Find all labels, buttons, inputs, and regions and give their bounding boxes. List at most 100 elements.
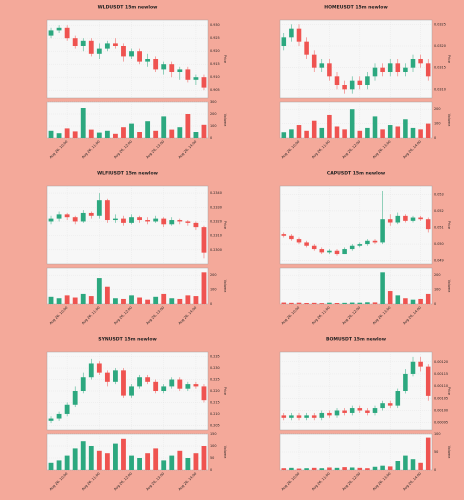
volume-bar: [72, 297, 78, 304]
volume-bar: [169, 129, 175, 138]
volume-bar: [365, 302, 370, 304]
x-tick-label: Aug 26, 12:00: [341, 140, 361, 160]
volume-bar: [311, 302, 317, 304]
candle-body: [129, 217, 134, 223]
volume-bar: [289, 467, 294, 470]
volume-bar: [387, 466, 393, 470]
volume-bar: [161, 293, 167, 304]
volume-tick-label: 100: [434, 122, 440, 126]
candle-body: [365, 76, 370, 85]
volume-bar: [113, 443, 118, 470]
volume-bar: [48, 296, 54, 304]
volume-bar: [296, 468, 302, 470]
candle-body: [193, 384, 199, 387]
x-tick-label: Aug 26, 13:00: [372, 140, 392, 160]
volume-bar: [104, 453, 110, 470]
candle-body: [342, 249, 347, 255]
volume-bar: [80, 108, 86, 138]
candle-body: [372, 240, 378, 243]
y-tick-label: 0.930: [210, 23, 220, 27]
volume-tick-label: 0: [434, 136, 436, 140]
candle-body: [137, 377, 142, 387]
volume-bar: [304, 302, 309, 304]
candle-body: [296, 415, 302, 418]
volume-bar: [137, 297, 142, 304]
volume-axis-label: Volume: [223, 114, 227, 127]
candle-body: [56, 214, 62, 219]
candle-body: [64, 214, 70, 218]
candle-body: [410, 361, 416, 374]
volume-bar: [418, 129, 423, 138]
y-axis-label: Price: [447, 55, 451, 63]
volume-bar: [201, 272, 207, 304]
candle-body: [372, 67, 378, 77]
candle-body: [281, 415, 287, 418]
candle-body: [161, 386, 167, 391]
volume-bar: [334, 126, 340, 138]
volume-bar: [104, 130, 110, 138]
candle-body: [48, 30, 54, 36]
candle-body: [104, 43, 110, 49]
volume-bar: [289, 129, 294, 138]
candle-body: [281, 37, 287, 46]
volume-bar: [403, 119, 408, 138]
volume-axis-label: Volume: [447, 446, 451, 459]
y-tick-label: 0.00120: [434, 360, 448, 364]
price-panel: [46, 19, 209, 99]
candle-body: [349, 408, 355, 413]
candle-body: [387, 63, 393, 72]
x-tick-label: Aug 26, 10:00: [281, 140, 301, 160]
candle-body: [129, 386, 134, 396]
candle-body: [319, 249, 325, 253]
volume-bar: [349, 109, 355, 138]
candle-body: [153, 59, 159, 70]
candle-body: [289, 235, 294, 240]
x-tick-label: Aug 26, 11:00: [311, 140, 331, 160]
x-tick-label: Aug 26, 10:00: [281, 306, 301, 326]
x-tick-label: Aug 26, 11:00: [81, 472, 101, 492]
volume-bar: [177, 450, 183, 470]
chart-title: SYNUSDT 15m newlow: [98, 337, 157, 343]
x-tick-label: Aug 26, 10:00: [49, 140, 69, 160]
volume-tick-label: 100: [210, 124, 216, 128]
volume-bar: [357, 130, 363, 138]
x-tick-label: Aug 26, 13:00: [372, 472, 392, 492]
volume-bar: [121, 127, 126, 138]
volume-bar: [281, 468, 287, 470]
candle-body: [334, 76, 340, 85]
x-tick-label: Aug 26, 13:00: [145, 472, 165, 492]
x-tick-label: Aug 26, 12:00: [113, 472, 133, 492]
x-tick-label: Aug 26, 10:00: [281, 472, 301, 492]
candle-body: [201, 227, 207, 253]
candle-body: [169, 64, 175, 72]
volume-bar: [380, 465, 385, 470]
volume-bar: [342, 129, 347, 138]
candle-body: [395, 63, 401, 72]
candle-body: [113, 370, 118, 382]
y-tick-label: 0.205: [210, 423, 220, 427]
volume-bar: [334, 467, 340, 470]
volume-bar: [161, 460, 167, 470]
candle-body: [201, 386, 207, 401]
candle-body: [327, 412, 332, 416]
candle-body: [418, 59, 423, 64]
volume-bar: [425, 123, 431, 138]
volume-bar: [311, 467, 317, 470]
volume-bar: [193, 296, 199, 304]
volume-tick-label: 200: [210, 112, 216, 116]
candle-body: [387, 219, 393, 223]
candle-body: [72, 391, 78, 405]
volume-bar: [349, 467, 355, 470]
volume-bar: [64, 455, 70, 470]
candle-body: [113, 218, 118, 221]
candle-body: [296, 239, 302, 243]
x-tick-label: Aug 26, 12:00: [113, 306, 133, 326]
y-tick-label: 0.230: [210, 366, 220, 370]
volume-bar: [395, 461, 401, 470]
volume-bar: [372, 466, 378, 470]
volume-tick-label: 300: [210, 100, 216, 104]
volume-bar: [129, 295, 134, 304]
x-tick-label: Aug 26, 12:00: [341, 472, 361, 492]
